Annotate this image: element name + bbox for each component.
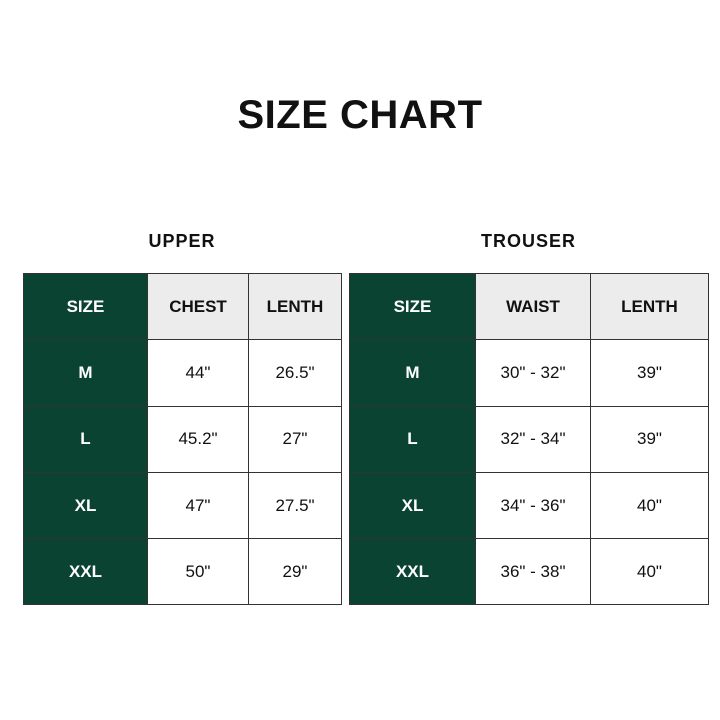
page-title: SIZE CHART <box>237 93 483 137</box>
table-row: L 32" - 34" 39" <box>349 405 709 473</box>
trouser-title: TROUSER <box>480 231 576 251</box>
table-cell: 39" <box>590 405 709 473</box>
table-cell: 47" <box>147 471 249 540</box>
table-cell: 36" - 38" <box>475 538 591 606</box>
table-cell: 32" - 34" <box>475 405 591 473</box>
header-row: SIZE CHEST LENTH <box>23 272 342 341</box>
table-cell: XL <box>349 471 476 540</box>
table-cell: 29" <box>248 538 342 606</box>
table-cell: 30" - 32" <box>475 339 591 407</box>
column-header: CHEST <box>147 272 249 341</box>
upper-size-table: SIZE CHEST LENTH M 44" 26.5" L 45.2" 27" XL 47" 27.… <box>23 272 342 606</box>
column-header: LENTH <box>248 272 342 341</box>
table-cell: M <box>23 339 148 407</box>
column-header: WAIST <box>475 272 591 341</box>
table-cell: L <box>23 405 148 473</box>
table-cell: 40" <box>590 471 709 540</box>
table-cell: XL <box>23 471 148 540</box>
table-row: M 30" - 32" 39" <box>349 339 709 407</box>
table-cell: 50" <box>147 538 249 606</box>
table-cell: 27.5" <box>248 471 342 540</box>
header-row: SIZE WAIST LENTH <box>349 272 709 341</box>
table-cell: 44" <box>147 339 249 407</box>
table-cell: M <box>349 339 476 407</box>
trouser-size-table: SIZE WAIST LENTH M 30" - 32" 39" L 32" - 34" 39"… <box>349 272 709 606</box>
column-header: LENTH <box>590 272 709 341</box>
table-cell: 34" - 36" <box>475 471 591 540</box>
table-cell: 45.2" <box>147 405 249 473</box>
column-header: SIZE <box>349 272 476 341</box>
table-row: XXL 36" - 38" 40" <box>349 538 709 606</box>
table-row: M 44" 26.5" <box>23 339 342 407</box>
column-header: SIZE <box>23 272 148 341</box>
table-cell: L <box>349 405 476 473</box>
table-cell: XXL <box>23 538 148 606</box>
table-cell: 39" <box>590 339 709 407</box>
table-cell: 26.5" <box>248 339 342 407</box>
table-row: XXL 50" 29" <box>23 538 342 606</box>
table-row: XL 34" - 36" 40" <box>349 471 709 540</box>
table-cell: 27" <box>248 405 342 473</box>
upper-title: UPPER <box>148 231 216 251</box>
table-row: XL 47" 27.5" <box>23 471 342 540</box>
table-cell: XXL <box>349 538 476 606</box>
table-row: L 45.2" 27" <box>23 405 342 473</box>
table-cell: 40" <box>590 538 709 606</box>
